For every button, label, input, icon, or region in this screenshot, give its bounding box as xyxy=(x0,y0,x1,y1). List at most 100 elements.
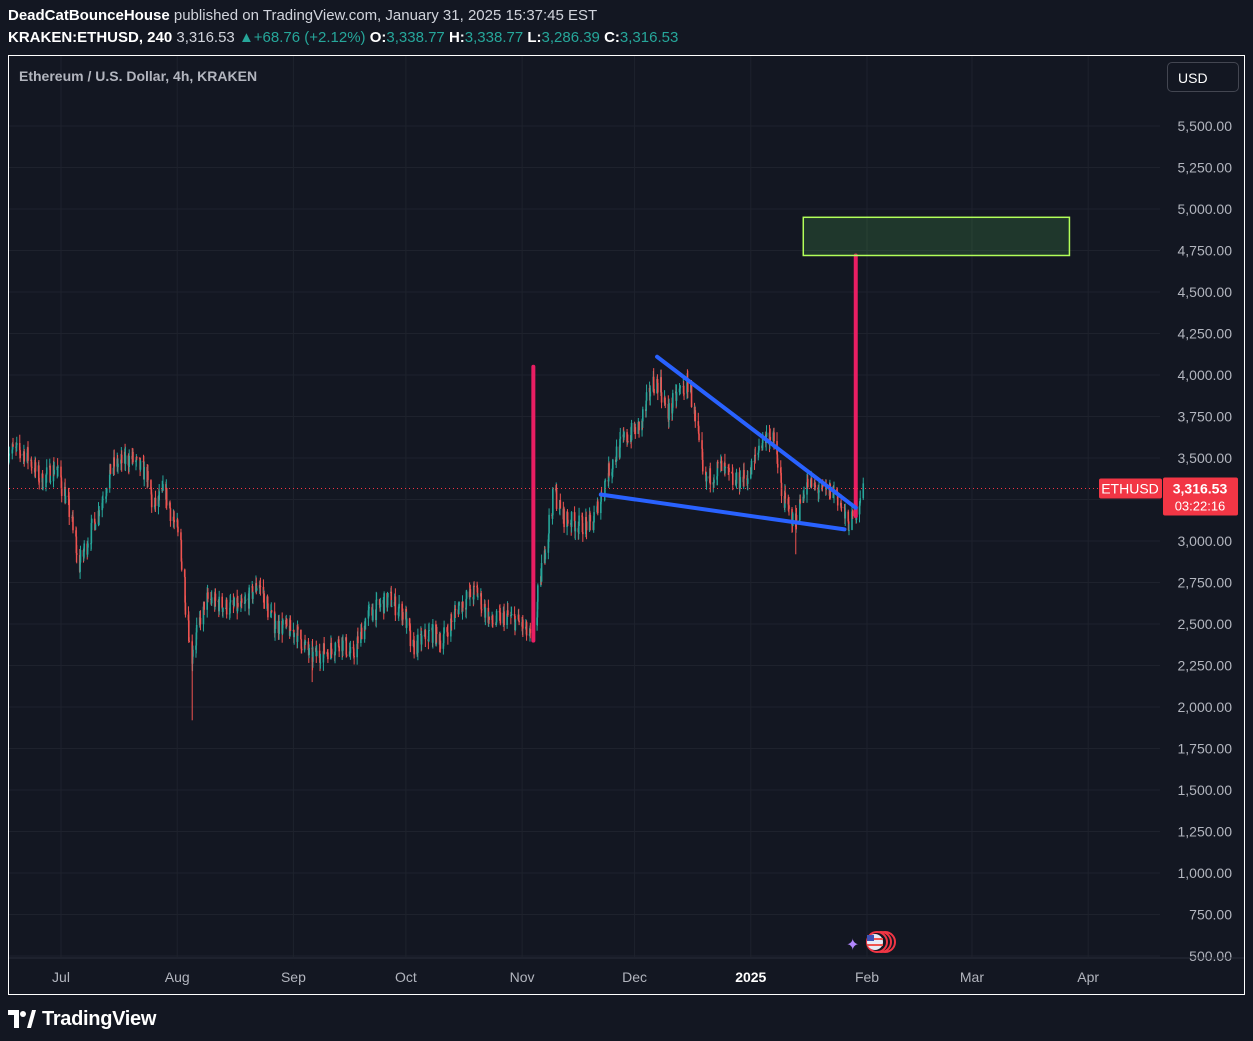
candle-body xyxy=(495,610,498,623)
candle-body xyxy=(255,588,258,591)
candle-body xyxy=(645,400,647,412)
candle-body xyxy=(274,620,277,629)
candle-body xyxy=(585,517,588,522)
candle-body xyxy=(615,446,618,462)
x-tick-label: Nov xyxy=(510,969,535,985)
candle-body xyxy=(345,654,348,656)
candle-body xyxy=(225,599,228,615)
candle-body xyxy=(356,643,358,658)
flag-stripe xyxy=(867,938,883,940)
candle-body xyxy=(135,457,138,459)
candle-body xyxy=(588,514,591,531)
candle-body xyxy=(252,592,254,599)
candle-body xyxy=(758,445,760,451)
candle-body xyxy=(113,457,116,467)
x-tick-label: 2025 xyxy=(735,969,766,985)
candle-body xyxy=(754,454,757,456)
candle-body xyxy=(72,516,74,531)
x-tick-label: Oct xyxy=(395,969,417,985)
candle-body xyxy=(619,438,621,458)
candle-body xyxy=(387,593,389,598)
candle-body xyxy=(585,521,588,531)
candle-body xyxy=(477,596,479,598)
candle-body xyxy=(143,467,146,480)
candle-body xyxy=(390,591,393,607)
author-name[interactable]: DeadCatBounceHouse xyxy=(8,7,170,24)
candle-body xyxy=(308,648,310,655)
candle-body xyxy=(300,648,303,651)
candle-body xyxy=(267,603,269,618)
currency-button[interactable]: USD xyxy=(1167,62,1239,92)
candle-body xyxy=(221,596,223,608)
close-label: C: xyxy=(604,29,620,46)
candle-body xyxy=(795,514,798,522)
candle-body xyxy=(664,403,667,405)
tradingview-logo[interactable]: TradingView xyxy=(8,1006,156,1032)
candle-body xyxy=(484,607,487,618)
candle-body xyxy=(589,515,592,522)
candle-body xyxy=(709,468,712,485)
candle-body xyxy=(507,610,509,616)
candle-body xyxy=(229,600,232,603)
candle-body xyxy=(660,392,663,403)
candle-body xyxy=(724,467,727,469)
chart-frame xyxy=(8,55,1245,995)
y-tick-label: 5,500.00 xyxy=(1178,118,1233,134)
candle-body xyxy=(108,475,111,489)
candle-body xyxy=(593,512,595,523)
y-tick-label: 3,000.00 xyxy=(1178,533,1233,549)
x-tick-label: Sep xyxy=(281,969,306,985)
x-tick-label: Aug xyxy=(165,969,190,985)
candle-body xyxy=(379,603,382,608)
candle-body xyxy=(109,464,112,474)
candle-body xyxy=(60,488,63,496)
candle-body xyxy=(476,587,479,597)
candle-body xyxy=(608,463,610,476)
candle-body xyxy=(207,592,209,599)
candle-body xyxy=(49,465,51,483)
candle-body xyxy=(627,441,629,443)
candle-body xyxy=(469,589,472,597)
candle-body xyxy=(731,473,734,485)
candle-body xyxy=(330,642,333,650)
candle-body xyxy=(23,451,26,462)
candle-body xyxy=(345,637,348,655)
y-tick-label: 1,000.00 xyxy=(1178,865,1233,881)
candle-body xyxy=(536,601,539,618)
candle-body xyxy=(169,508,172,522)
candle-body xyxy=(150,480,152,490)
candle-body xyxy=(671,393,674,408)
candle-body xyxy=(457,605,460,615)
candle-body xyxy=(859,498,862,503)
y-tick-label: 3,500.00 xyxy=(1178,450,1233,466)
candle-body xyxy=(300,639,303,649)
candle-body xyxy=(555,489,558,509)
candle-body xyxy=(45,467,48,475)
candle-body xyxy=(364,618,367,630)
tradingview-brand: TradingView xyxy=(42,1007,157,1030)
y-tick-label: 1,250.00 xyxy=(1178,824,1233,840)
candle-body xyxy=(394,596,397,616)
candle-body xyxy=(233,597,235,606)
candle-body xyxy=(668,403,670,421)
candle-body xyxy=(102,498,104,500)
candle-body xyxy=(353,656,355,658)
target-zone-rectangle xyxy=(802,216,1071,257)
candle-body xyxy=(769,436,772,441)
candle-body xyxy=(499,612,502,624)
candle-body xyxy=(735,472,738,484)
candle-body xyxy=(552,488,554,515)
candle-body xyxy=(506,613,508,625)
candle-body xyxy=(810,477,813,487)
candle-body xyxy=(582,532,584,535)
candle-body xyxy=(612,459,614,470)
candle-body xyxy=(360,627,363,640)
candle-body xyxy=(604,480,607,482)
candle-body xyxy=(27,447,29,461)
candle-body xyxy=(570,512,573,527)
candle-body xyxy=(327,652,329,660)
candle-body xyxy=(19,450,21,455)
y-tick-label: 5,000.00 xyxy=(1178,201,1233,217)
candle-body xyxy=(480,609,483,611)
